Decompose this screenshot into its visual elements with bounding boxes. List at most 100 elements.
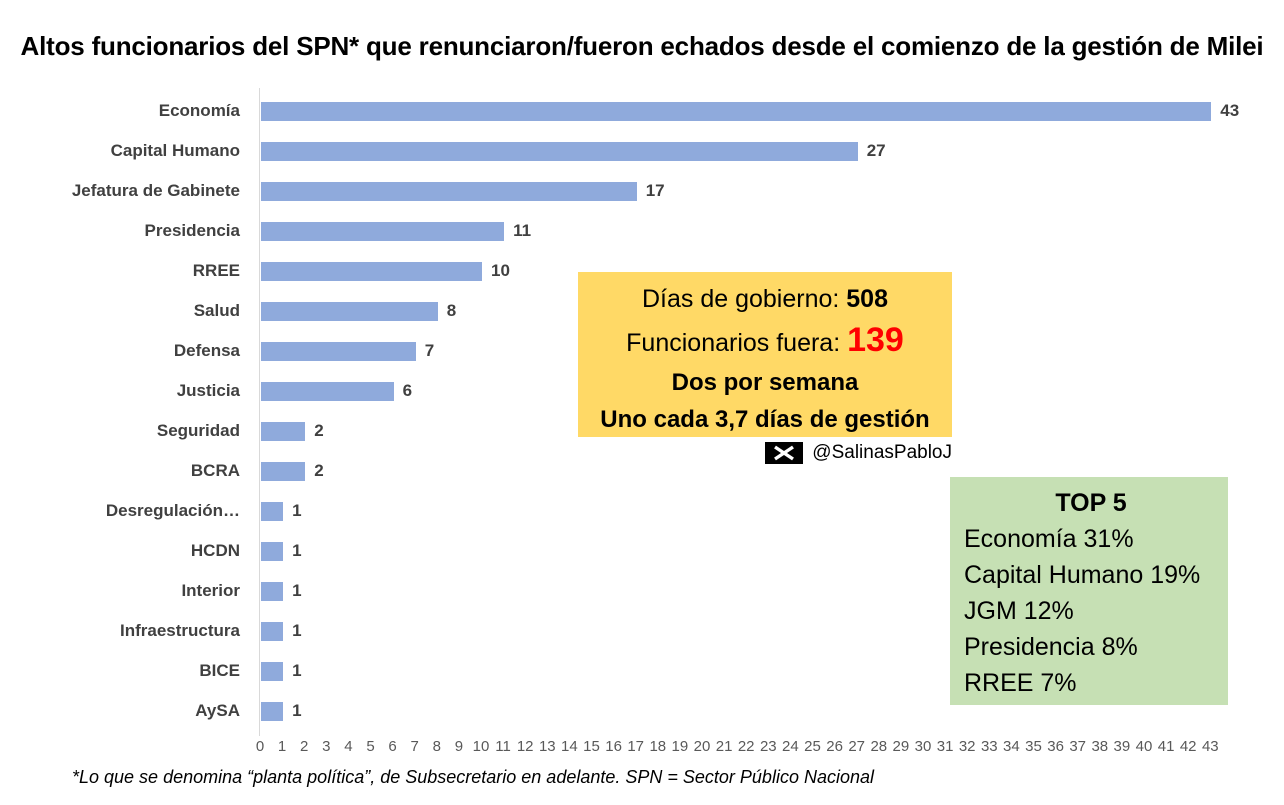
bar-value-label: 1 [292,581,302,600]
bar [261,261,482,281]
bar-row: Seguridad 2 [0,411,1284,451]
bar-value-label: 1 [292,621,302,640]
x-tick-label: 14 [561,738,578,755]
bar-track: 2 [261,421,324,441]
x-tick-label: 5 [366,738,375,755]
x-tick-label: 15 [583,738,600,755]
x-tick-label: 41 [1157,738,1175,755]
bar [261,541,284,561]
bar-track: 17 [261,181,665,201]
x-tick-label: 37 [1069,738,1087,755]
x-tick-label: 36 [1047,738,1064,755]
bar-row: BICE 1 [0,651,1284,691]
y-axis-line [259,88,260,736]
one-every-days-line: Uno cada 3,7 días de gestión [600,406,930,433]
top5-box: TOP 5 Economía 31% Capital Humano 19% JGM … [950,477,1228,705]
x-tick-label: 35 [1025,738,1042,755]
x-tick-label: 9 [454,738,464,755]
bar-row: BCRA 2 [0,451,1284,491]
bar-value-label: 6 [402,381,413,400]
bar [261,101,1212,121]
x-tick-label: 13 [538,738,556,755]
x-tick-label: 25 [804,738,821,755]
bar [261,181,637,201]
category-label: RREE [192,261,240,280]
officials-value: 139 [847,321,904,359]
bar-value-label: 2 [314,421,324,440]
bar-row: Defensa 7 [0,331,1284,371]
x-tick-label: 38 [1091,738,1109,755]
bar-value-label: 7 [424,341,435,360]
category-label: Jefatura de Gabinete [71,181,240,200]
x-tick-label: 32 [958,738,976,755]
plot-area: Economía 43 Capital Humano 27 Jefatura de Ga… [0,91,1284,731]
bar [261,661,284,681]
bar-track: 8 [261,301,456,321]
bar-row: Desregulación… 1 [0,491,1284,531]
days-value: 508 [846,285,888,313]
officials-out-line: Funcionarios fuera: 139 [578,319,952,364]
bar-row: Presidencia 11 [0,211,1284,251]
x-tick-label: 34 [1003,738,1020,755]
bar-row: HCDN 1 [0,531,1284,571]
x-tick-label: 17 [627,738,645,755]
chart-title: Altos funcionarios del SPN* que renuncia… [20,31,1264,61]
category-label: Salud [193,301,240,320]
top5-item: Capital Humano 19% [964,561,1201,589]
x-tick-label: 27 [848,738,866,755]
bar-track: 7 [261,341,434,361]
government-days-info-box: Días de gobierno: 508 Funcionarios fuera… [578,272,952,437]
category-label: AySA [195,701,240,720]
category-label: Seguridad [156,421,240,440]
bar-value-label: 8 [446,301,457,320]
bar-row: Infraestructura 1 [0,611,1284,651]
bar-track: 1 [261,701,302,721]
x-tick-label: 26 [826,738,843,755]
author-credit: @SalinasPabloJ [578,442,952,464]
x-tick-label: 10 [472,738,490,755]
two-per-week-line: Dos por semana [671,369,859,396]
bar [261,301,438,321]
category-label: Economía [158,101,240,120]
bar-track: 1 [261,581,302,601]
x-tick-label: 28 [870,738,888,755]
twitter-handle: @SalinasPabloJ [812,442,952,463]
bar-track: 1 [261,501,302,521]
bar-value-label: 1 [292,501,302,520]
bar-row: RREE 10 [0,251,1284,291]
category-label: BCRA [190,461,240,480]
x-tick-label: 7 [410,738,419,755]
bar [261,501,284,521]
bar-track: 2 [261,461,324,481]
bar-value-label: 17 [645,181,665,200]
x-tick-label: 1 [277,738,287,755]
category-label: Desregulación… [105,501,240,520]
top5-item: JGM 12% [964,597,1074,625]
bar [261,141,858,161]
x-tick-label: 33 [980,738,998,755]
bar-row: Justicia 6 [0,371,1284,411]
bar-row: Jefatura de Gabinete 17 [0,171,1284,211]
x-tick-label: 18 [649,738,667,755]
category-label: Interior [181,581,240,600]
category-label: Infraestructura [120,621,240,640]
bar-track: 11 [261,221,531,241]
x-tick-label: 8 [432,738,441,755]
x-tick-label: 23 [759,738,777,755]
x-tick-label: 39 [1113,738,1131,755]
top5-item: Presidencia 8% [964,633,1138,661]
x-tick-label: 3 [322,738,331,755]
x-tick-label: 19 [671,738,689,755]
category-label: BICE [199,661,240,680]
x-tick-label: 6 [388,738,397,755]
bar-track: 1 [261,541,302,561]
bar-value-label: 10 [491,261,510,280]
x-tick-label: 22 [737,738,755,755]
x-tick-label: 20 [693,738,711,755]
top5-item: RREE 7% [964,669,1077,697]
category-label: Justicia [176,381,240,400]
category-label: HCDN [190,541,240,560]
bar-row: Salud 8 [0,291,1284,331]
bar [261,581,284,601]
